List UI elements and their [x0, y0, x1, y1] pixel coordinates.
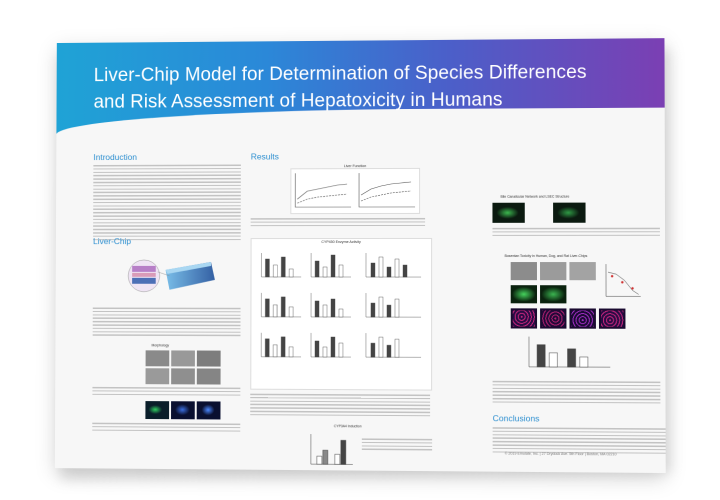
morphology-image-1 [145, 350, 170, 367]
bosentan-dose-chart [602, 262, 643, 304]
cyp3a4-chart [310, 433, 352, 464]
bosentan-brightfield-1 [510, 262, 537, 281]
introduction-heading: Introduction [93, 152, 137, 163]
bosentan-brightfield-2 [540, 262, 567, 281]
bosentan-stain-3 [569, 308, 596, 329]
poster-title: Liver-Chip Model for Determination of Sp… [94, 59, 632, 116]
morphology-image-4 [145, 368, 170, 385]
liver-function-charts [295, 173, 415, 209]
bile-image-1 [492, 202, 525, 223]
bosentan-caption [492, 380, 661, 406]
fluorescence-image-2 [171, 401, 195, 420]
bosentan-fluor-2 [540, 285, 567, 304]
bosentan-bar-chart [523, 335, 614, 376]
bosentan-title: Bosentan Toxicity in Human, Dog, and Rat… [504, 253, 588, 259]
bosentan-fluor-1 [510, 285, 538, 304]
title-line-1: Liver-Chip Model for Determination of Sp… [93, 61, 587, 87]
cyp450-bar-charts [261, 252, 431, 390]
liver-chip-diagram [124, 250, 215, 302]
liver-function-caption [250, 217, 426, 229]
fluorescence-caption [92, 422, 241, 434]
bosentan-stain-1 [510, 308, 538, 329]
morphology-image-2 [171, 350, 195, 367]
poster: Liver-Chip Model for Determination of Sp… [54, 38, 666, 474]
morphology-image-3 [196, 350, 221, 367]
conclusions-heading: Conclusions [492, 413, 540, 424]
morphology-image-6 [196, 368, 221, 385]
cyp450-panel: CYP450 Enzyme Activity [250, 237, 433, 391]
liver-function-panel: Liver Function [290, 164, 421, 215]
liver-function-title: Liver Function [343, 164, 367, 169]
morphology-image-5 [171, 368, 195, 385]
bile-canalicular-title: Bile Canalicular Network and LSEC Struct… [500, 194, 570, 199]
bosentan-brightfield-3 [569, 262, 596, 281]
results-heading: Results [250, 151, 279, 162]
poster-footer: © 2019 Emulate, Inc. | 27 Drydock Ave. 5… [504, 451, 617, 457]
liver-chip-text [92, 307, 241, 338]
introduction-text [93, 164, 241, 243]
morphology-heading: Morphology [151, 343, 170, 348]
bile-image-2 [553, 202, 586, 223]
bile-caption [492, 227, 660, 238]
fluorescence-image-3 [196, 401, 221, 420]
fluorescence-image-1 [145, 401, 170, 420]
cyp3a4-title: CYP3A4 Induction [333, 424, 362, 429]
liver-chip-heading: Liver-Chip [93, 236, 132, 247]
cyp450-caption [250, 393, 431, 417]
cyp3a4-caption [361, 438, 433, 451]
bosentan-stain-2 [540, 308, 567, 329]
conclusions-text [492, 427, 666, 455]
morphology-caption [92, 386, 241, 398]
bosentan-stain-4 [598, 308, 626, 329]
title-line-2: and Risk Assessment of Hepatoxicity in H… [93, 89, 503, 113]
cyp450-title: CYP450 Enzyme Activity [321, 240, 361, 245]
